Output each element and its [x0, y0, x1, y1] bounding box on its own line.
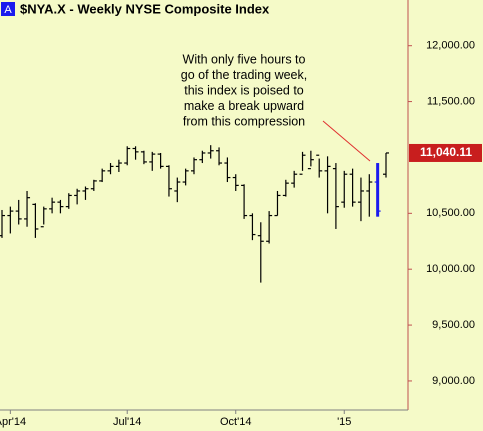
annotation: make a break upward: [184, 99, 304, 113]
badge: A: [4, 4, 12, 16]
badge-box: [1, 2, 15, 16]
annotation-arrow: [322, 120, 371, 162]
y-tick-label: 11,500.00: [427, 95, 475, 107]
y-tick-label: 9,000.00: [432, 375, 475, 387]
x-tick-label: Apr'14: [0, 416, 26, 428]
y-tick-label: 10,500.00: [426, 207, 475, 219]
annotation: from this compression: [183, 114, 305, 128]
annotation: go of the trading week,: [181, 68, 307, 82]
y-tick-label: 9,500.00: [432, 319, 475, 331]
y-tick-label: 10,000.00: [426, 263, 475, 275]
chart-title: $NYA.X - Weekly NYSE Composite Index: [20, 1, 270, 16]
last-price-box: [409, 143, 482, 162]
x-tick-label: '15: [337, 416, 351, 428]
y-tick-label: 12,000.00: [426, 40, 475, 52]
annotation: this index is poised to: [184, 83, 304, 97]
x-tick-label: Jul'14: [113, 416, 141, 428]
x-tick-label: Oct'14: [220, 416, 251, 428]
annotation: With only five hours to: [183, 52, 306, 66]
last-price-label: 11,040.11: [420, 145, 472, 159]
